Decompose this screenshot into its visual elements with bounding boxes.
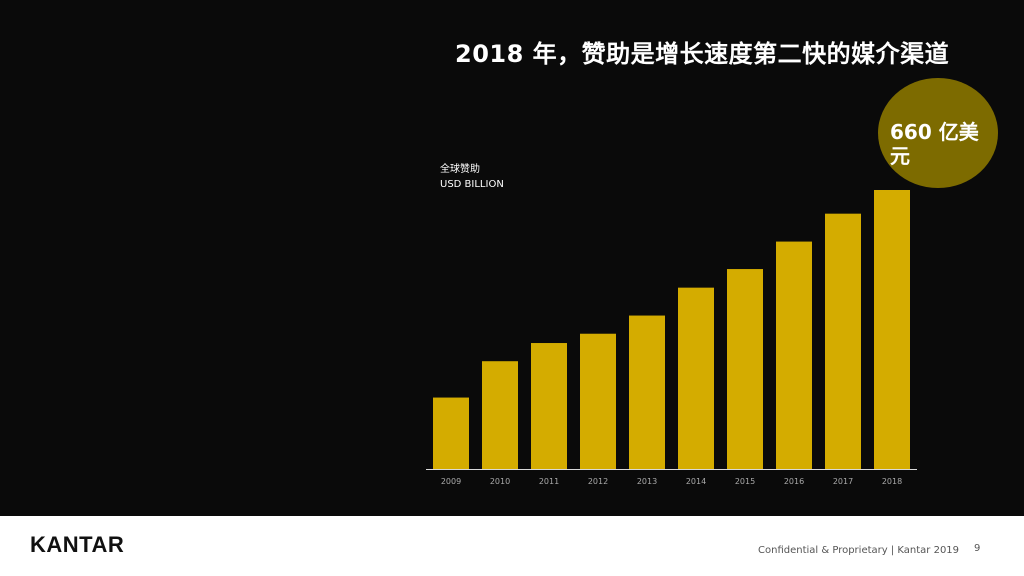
x-tick-label: 2012	[588, 477, 608, 486]
bar-2015	[727, 269, 763, 469]
bar-2018	[874, 190, 910, 469]
y-axis-label-cn: 全球赞助	[440, 164, 480, 175]
bar-2017	[825, 213, 861, 469]
bar-2009	[433, 397, 469, 469]
footer: KANTAR Confidential & Proprietary | Kant…	[0, 516, 1024, 576]
x-tick-label: 2009	[441, 477, 461, 486]
badge-value-text: 660 亿美元	[890, 120, 979, 168]
bar-2012	[580, 333, 616, 469]
page-number: 9	[974, 543, 981, 554]
value-badge: 660 亿美元	[878, 78, 998, 188]
bar-2013	[629, 315, 665, 469]
x-tick-label: 2013	[637, 477, 657, 486]
y-axis-label-unit: USD BILLION	[440, 179, 504, 190]
kantar-logo: KANTAR	[30, 532, 125, 557]
x-tick-label: 2018	[882, 477, 902, 486]
bar-2014	[678, 287, 714, 469]
slide-main-area: 2018 年，赞助是增长速度第二快的媒介渠道 全球赞助 USD BILLION …	[0, 0, 1024, 516]
x-tick-label: 2015	[735, 477, 755, 486]
x-tick-label: 2010	[490, 477, 510, 486]
x-tick-label: 2011	[539, 477, 559, 486]
y-axis-label: 全球赞助 USD BILLION	[440, 162, 504, 192]
x-tick-label: 2017	[833, 477, 853, 486]
bar-2011	[531, 343, 567, 469]
x-tick-label: 2014	[686, 477, 706, 486]
x-tick-label: 2016	[784, 477, 804, 486]
bar-2010	[482, 361, 518, 469]
bar-2016	[776, 241, 812, 469]
confidential-notice: Confidential & Proprietary | Kantar 2019	[758, 545, 960, 556]
bar-chart: 2009 2010 2011 2012 2013 2014 2015 2016 2017 2018	[426, 190, 917, 486]
slide-title: 2018 年，赞助是增长速度第二快的媒介渠道	[455, 40, 950, 68]
